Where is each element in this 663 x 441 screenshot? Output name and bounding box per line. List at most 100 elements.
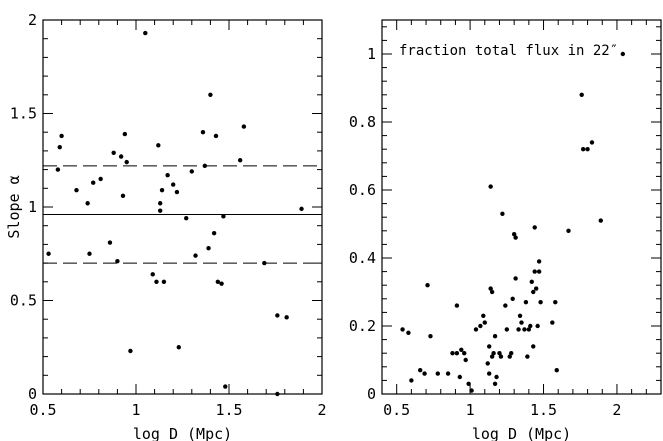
- y-tick-label: 1: [367, 45, 376, 63]
- data-point: [159, 187, 165, 193]
- data-point: [536, 259, 542, 264]
- data-point: [463, 357, 468, 363]
- data-point: [98, 176, 103, 182]
- data-point: [91, 180, 96, 185]
- data-point: [482, 320, 487, 325]
- data-point: [107, 240, 113, 245]
- data-point: [435, 371, 440, 376]
- data-point: [237, 158, 243, 163]
- data-point: [531, 289, 536, 295]
- data-point: [74, 187, 79, 193]
- data-point: [215, 279, 221, 284]
- data-point: [500, 211, 505, 216]
- data-point: [206, 245, 211, 251]
- y-axis-label: Slope α: [5, 175, 23, 238]
- data-point: [454, 351, 460, 356]
- data-point: [143, 30, 148, 36]
- data-point: [536, 269, 542, 274]
- data-point: [57, 144, 62, 150]
- data-point: [154, 279, 159, 284]
- panel-annotation: fraction total flux in 22″: [399, 43, 618, 59]
- data-point: [516, 327, 521, 332]
- data-point: [241, 124, 247, 129]
- data-point: [150, 272, 155, 277]
- data-point: [213, 133, 219, 139]
- y-tick-label: 0.4: [349, 249, 376, 267]
- data-point: [193, 253, 198, 258]
- data-point: [485, 361, 490, 366]
- x-tick-label: 2: [612, 401, 621, 419]
- data-point: [55, 167, 61, 172]
- data-point: [457, 374, 463, 380]
- data-point: [221, 214, 226, 219]
- data-point: [486, 344, 492, 349]
- data-point: [513, 235, 518, 240]
- y-tick-label: 2: [28, 11, 37, 29]
- data-point: [428, 334, 433, 339]
- data-point: [466, 381, 471, 386]
- data-point: [585, 147, 590, 152]
- data-point: [124, 159, 129, 165]
- data-point: [223, 384, 228, 389]
- x-tick-label: 1.5: [215, 401, 242, 419]
- data-point: [425, 283, 430, 288]
- data-point: [492, 334, 498, 339]
- y-tick-label: 1: [28, 198, 37, 216]
- data-point: [445, 371, 451, 376]
- data-point: [498, 354, 504, 359]
- data-point: [157, 201, 163, 206]
- plot-frame: [381, 19, 662, 395]
- y-tick-label: 0.2: [349, 317, 376, 335]
- data-point: [553, 300, 558, 305]
- data-point: [422, 371, 427, 376]
- data-point: [176, 345, 181, 350]
- data-point: [120, 193, 126, 198]
- data-point: [189, 169, 194, 174]
- data-point: [504, 327, 510, 332]
- data-point: [275, 313, 280, 318]
- data-point: [473, 327, 479, 332]
- data-point: [598, 218, 603, 223]
- data-point: [156, 143, 161, 148]
- data-point: [450, 351, 455, 356]
- data-point: [406, 330, 411, 335]
- data-point: [491, 351, 496, 356]
- data-point: [566, 228, 571, 233]
- data-point: [171, 182, 176, 187]
- data-point: [528, 323, 533, 329]
- data-point: [503, 303, 508, 308]
- plot-frame: [42, 19, 323, 395]
- data-point: [184, 216, 189, 221]
- data-point: [554, 368, 559, 373]
- data-point: [519, 320, 524, 325]
- data-point: [481, 313, 486, 318]
- data-point: [284, 315, 289, 320]
- data-point: [202, 163, 208, 169]
- x-tick-label: 1: [466, 401, 475, 419]
- data-point: [46, 251, 51, 256]
- data-point: [509, 351, 514, 356]
- data-point: [59, 133, 64, 139]
- y-tick-label: 1.5: [10, 105, 37, 123]
- data-point: [211, 230, 217, 236]
- data-point: [531, 344, 536, 349]
- data-point: [532, 269, 537, 274]
- data-point: [85, 201, 90, 206]
- data-point: [550, 320, 555, 325]
- x-tick-label: 1: [131, 401, 140, 419]
- data-point: [535, 323, 540, 329]
- data-point: [489, 289, 495, 295]
- data-point: [462, 351, 467, 356]
- data-point: [128, 348, 133, 354]
- data-point: [525, 354, 530, 359]
- data-point: [494, 374, 499, 380]
- data-point: [580, 147, 586, 152]
- data-point: [579, 92, 584, 98]
- data-point: [526, 327, 532, 332]
- data-point: [620, 51, 626, 57]
- data-point: [219, 281, 224, 286]
- data-point: [529, 279, 534, 284]
- data-point: [522, 327, 527, 332]
- panel-2: 0.5 1 1.5 2 0 0.2 0.4 0.6 0.8 1 log D (Mpc) fractio…: [349, 19, 662, 441]
